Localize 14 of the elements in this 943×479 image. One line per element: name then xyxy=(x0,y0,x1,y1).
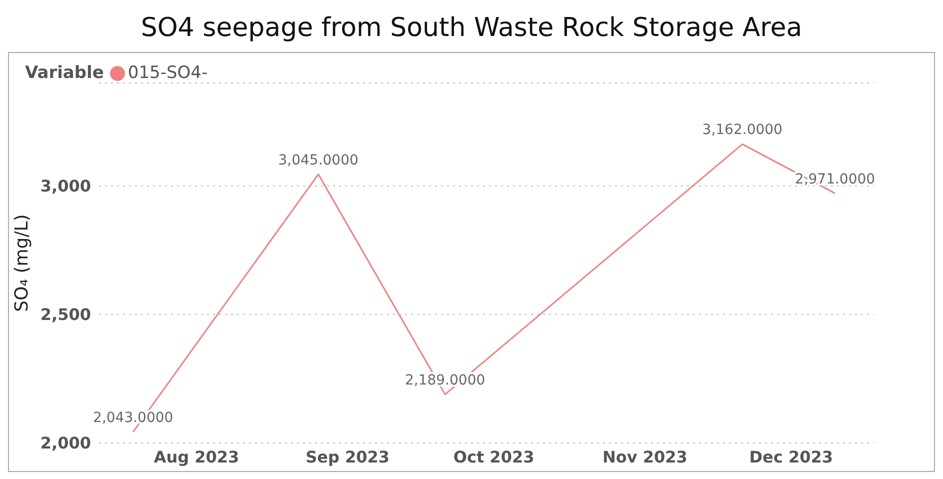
y-tick-label: 2,500 xyxy=(40,305,91,324)
x-tick-label: Dec 2023 xyxy=(749,447,833,466)
x-tick-label: Aug 2023 xyxy=(154,447,240,466)
y-tick-label: 3,000 xyxy=(40,176,91,196)
y-tick-label: 2,000 xyxy=(40,434,91,453)
y-axis-title: SO₄ (mg/L) xyxy=(11,214,32,312)
x-tick-label: Sep 2023 xyxy=(306,447,390,466)
data-label: 3,045.0000 xyxy=(278,152,358,168)
data-label: 3,162.0000 xyxy=(702,122,782,138)
x-tick-label: Nov 2023 xyxy=(602,447,688,466)
chart-title: SO4 seepage from South Waste Rock Storage Area xyxy=(140,12,804,45)
legend-label: 015-SO4- xyxy=(126,63,208,83)
legend-title: Variable xyxy=(25,63,104,83)
x-tick-label: Oct 2023 xyxy=(453,447,534,466)
